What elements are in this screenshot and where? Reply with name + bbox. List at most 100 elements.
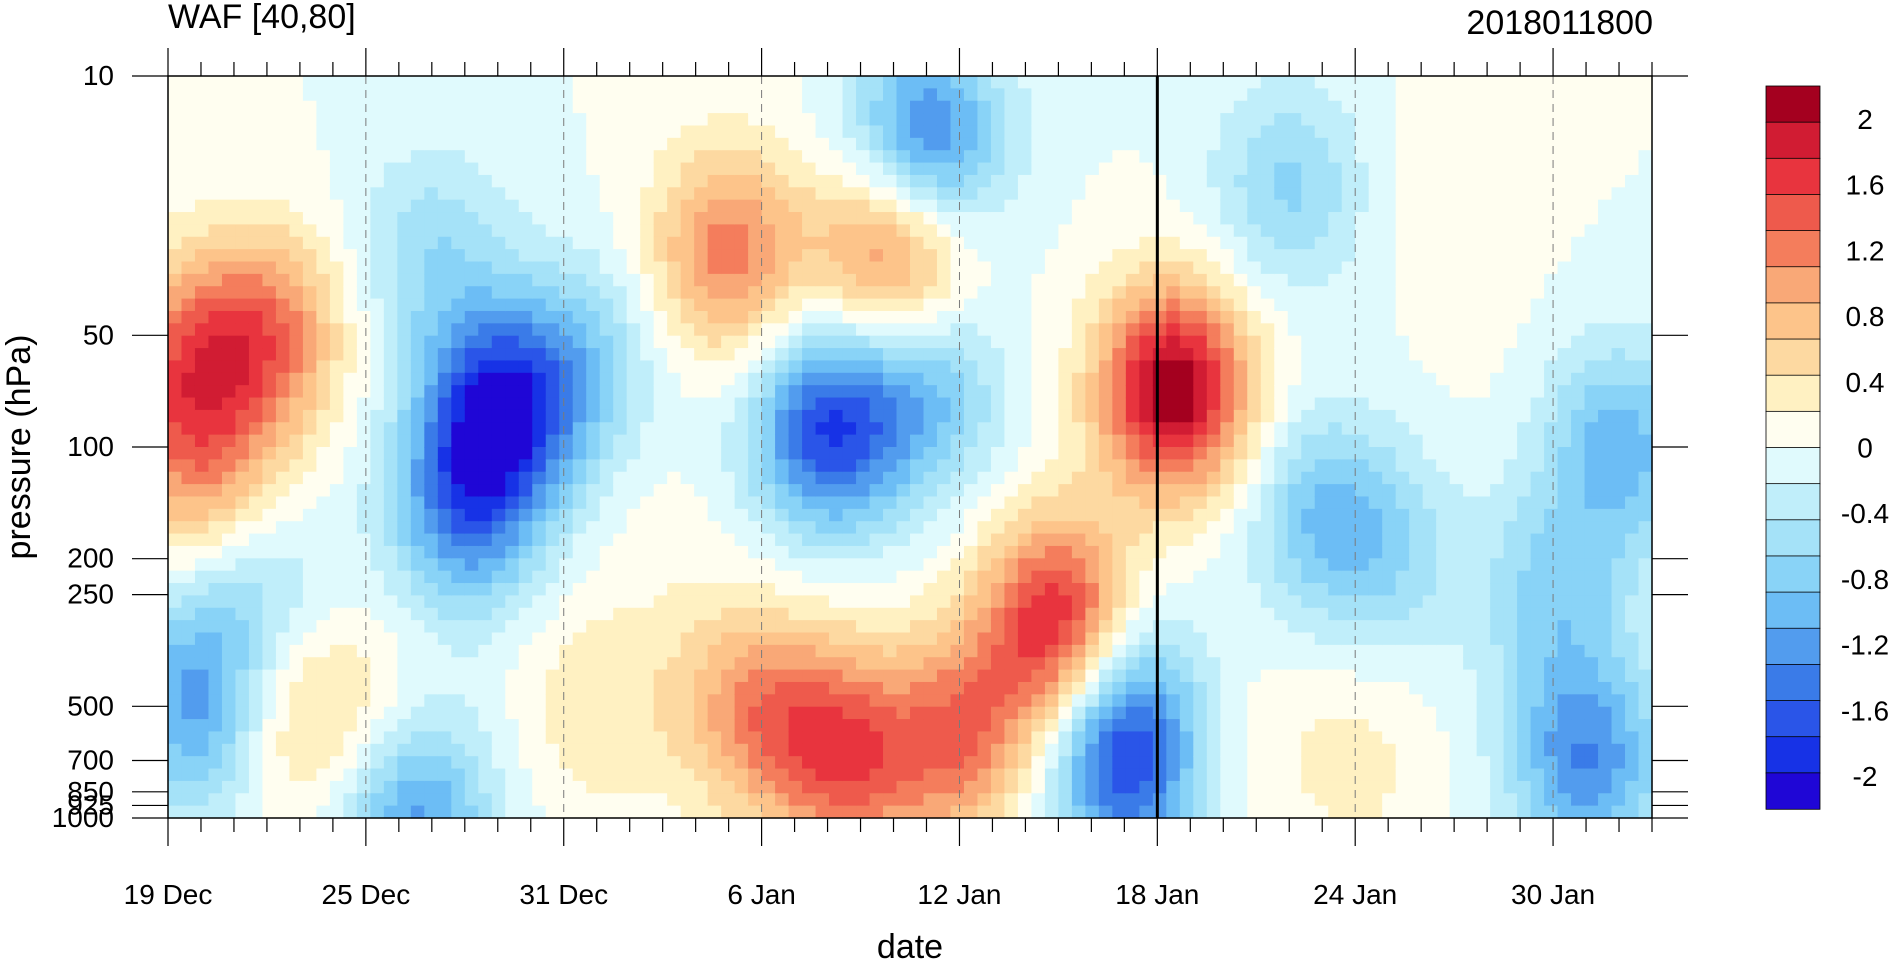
heat-cell xyxy=(815,286,830,300)
heat-cell xyxy=(168,780,183,794)
heat-cell xyxy=(1260,224,1275,238)
heat-cell xyxy=(505,583,520,596)
heat-cell xyxy=(168,471,183,485)
heat-cell xyxy=(653,113,668,127)
heat-cell xyxy=(586,558,601,572)
heat-cell xyxy=(181,743,196,757)
heat-cell xyxy=(694,743,709,757)
heat-cell xyxy=(640,669,655,683)
heat-cell xyxy=(1287,113,1302,127)
heat-cell xyxy=(1247,113,1262,127)
heat-cell xyxy=(302,471,317,485)
heat-cell xyxy=(248,372,264,386)
heat-cell xyxy=(680,644,695,658)
heat-cell xyxy=(275,521,291,535)
heat-cell xyxy=(383,484,398,498)
heat-cell xyxy=(168,236,183,250)
heat-cell xyxy=(599,706,614,720)
heat-cell xyxy=(613,607,628,621)
heat-cell xyxy=(505,310,520,324)
heat-cell xyxy=(1044,409,1059,423)
heat-cell xyxy=(1139,719,1154,733)
heat-cell xyxy=(464,76,479,89)
heat-cell xyxy=(1017,570,1033,584)
heat-cell xyxy=(653,657,668,671)
heat-cell xyxy=(748,88,763,102)
heat-cell xyxy=(1044,137,1059,151)
heat-cell xyxy=(626,731,641,745)
heat-cell xyxy=(1017,644,1033,658)
heat-cell xyxy=(383,286,398,300)
heat-cell xyxy=(990,545,1006,559)
heat-cell xyxy=(1193,137,1208,151)
heat-cell xyxy=(478,286,493,300)
heat-cell xyxy=(478,632,493,646)
heat-cell xyxy=(343,323,358,337)
heat-cell xyxy=(370,422,385,436)
heat-cell xyxy=(1139,508,1154,522)
heat-cell xyxy=(640,113,655,127)
heat-cell xyxy=(1139,607,1154,621)
heat-cell xyxy=(815,595,830,609)
heat-cell xyxy=(478,249,493,263)
heat-cell xyxy=(181,88,196,102)
heat-cell xyxy=(775,793,790,807)
heat-cell xyxy=(910,669,925,683)
heat-cell xyxy=(248,620,264,634)
heat-cell xyxy=(464,793,479,807)
heat-cell xyxy=(1166,100,1181,114)
heat-cell xyxy=(613,756,628,770)
heat-cell xyxy=(1004,236,1019,250)
heat-cell xyxy=(505,793,520,807)
heat-cell xyxy=(1233,397,1248,411)
heat-cell xyxy=(1085,706,1100,720)
heat-cell xyxy=(990,558,1006,572)
heat-cell xyxy=(1260,743,1275,757)
heat-cell xyxy=(1152,298,1167,312)
heat-cell xyxy=(1058,719,1073,733)
heat-cell xyxy=(302,434,317,448)
heat-cell xyxy=(1139,100,1154,114)
heat-cell xyxy=(1206,595,1221,609)
heat-cell xyxy=(235,385,250,399)
heat-cell xyxy=(963,397,979,411)
heat-cell xyxy=(1260,533,1275,547)
heat-cell xyxy=(667,719,682,733)
heat-cell xyxy=(694,545,709,559)
heat-cell xyxy=(248,508,264,522)
heat-cell xyxy=(316,780,331,794)
heat-cell xyxy=(936,187,952,201)
heat-cell xyxy=(910,681,925,695)
heat-cell xyxy=(1031,150,1046,164)
heat-cell xyxy=(910,694,925,708)
heat-cell xyxy=(829,360,844,374)
heat-cell xyxy=(775,409,790,423)
heat-cell xyxy=(275,583,291,596)
heat-cell xyxy=(775,298,790,312)
heat-cell xyxy=(451,780,466,794)
heat-cell xyxy=(1179,310,1194,324)
heat-cell xyxy=(491,793,506,807)
heat-cell xyxy=(1206,620,1221,634)
heat-cell xyxy=(640,100,655,114)
heat-cell xyxy=(1098,298,1113,312)
heat-cell xyxy=(707,434,722,448)
heat-cell xyxy=(491,385,506,399)
heat-cell xyxy=(829,521,844,535)
heat-cell xyxy=(990,125,1006,139)
heat-cell xyxy=(1179,323,1194,337)
heat-cell xyxy=(572,731,587,745)
heat-cell xyxy=(356,76,371,89)
heat-cell xyxy=(356,459,371,473)
heat-cell xyxy=(1139,756,1154,770)
heat-cell xyxy=(437,508,452,522)
heat-cell xyxy=(451,323,466,337)
heat-cell xyxy=(275,706,291,720)
heat-cell xyxy=(1071,719,1086,733)
heat-cell xyxy=(1274,793,1289,807)
heat-cell xyxy=(329,644,344,658)
heat-cell xyxy=(1098,199,1113,213)
heat-cell xyxy=(1274,286,1289,300)
heat-cell xyxy=(383,719,398,733)
heat-cell xyxy=(694,669,709,683)
